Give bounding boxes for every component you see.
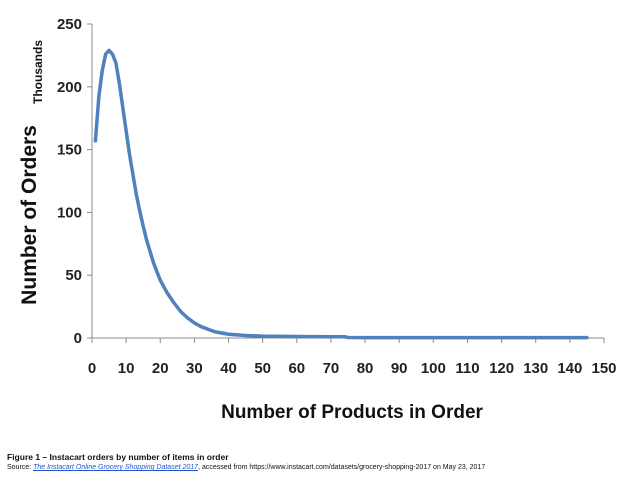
caption-source-prefix: Source: bbox=[7, 464, 34, 471]
x-tick-label: 130 bbox=[523, 360, 548, 377]
x-tick-label: 110 bbox=[455, 360, 479, 377]
x-axis: 0 10 20 30 40 50 60 70 80 90 100 110 120 130 140 150 bbox=[88, 337, 617, 377]
caption-source-suffix: , accessed from https://www.instacart.co… bbox=[198, 464, 486, 471]
x-tick-label: 80 bbox=[357, 360, 374, 377]
x-tick-label: 50 bbox=[254, 360, 271, 377]
x-tick-label: 60 bbox=[288, 360, 305, 377]
y-axis: 0 50 100 150 200 250 bbox=[57, 16, 93, 347]
series-line-orders bbox=[93, 48, 589, 340]
y-tick-label: 100 bbox=[57, 204, 82, 221]
x-tick-label: 90 bbox=[391, 360, 408, 377]
figure-caption: Figure 1 – Instacart orders by number of… bbox=[7, 452, 637, 473]
y-tick-label: 250 bbox=[57, 16, 82, 33]
x-tick-label: 10 bbox=[118, 360, 135, 377]
x-tick-label: 20 bbox=[152, 360, 169, 377]
x-tick-label: 0 bbox=[88, 360, 96, 377]
x-tick-label: 100 bbox=[421, 360, 446, 377]
y-tick-label: 200 bbox=[57, 79, 82, 96]
chart: 0 50 100 150 200 250 0 10 20 30 40 50 60 70 80 90 100 11… bbox=[18, 16, 617, 423]
y-tick-label: 150 bbox=[57, 142, 82, 159]
x-tick-label: 30 bbox=[186, 360, 203, 377]
caption-source-link[interactable]: The Instacart Online Grocery Shopping Da… bbox=[33, 464, 199, 471]
y-axis-title: Number of Orders bbox=[18, 125, 41, 305]
x-axis-title: Number of Products in Order bbox=[221, 402, 483, 423]
x-tick-label: 40 bbox=[220, 360, 237, 377]
caption-source: Source: The Instacart Online Grocery Sho… bbox=[7, 463, 637, 473]
y-tick-label: 50 bbox=[65, 267, 82, 284]
x-tick-label: 70 bbox=[323, 360, 340, 377]
y-unit-label: Thousands bbox=[31, 40, 45, 104]
caption-title: Figure 1 – Instacart orders by number of… bbox=[7, 452, 229, 462]
x-tick-label: 120 bbox=[489, 360, 514, 377]
x-tick-label: 140 bbox=[557, 360, 582, 377]
x-tick-label: 150 bbox=[591, 360, 616, 377]
y-tick-label: 0 bbox=[74, 330, 82, 347]
